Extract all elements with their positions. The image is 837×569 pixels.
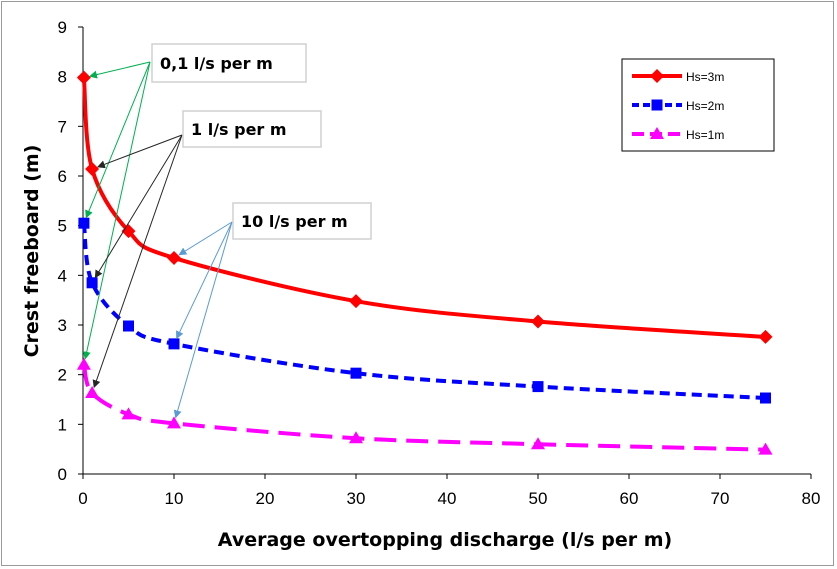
- data-point-Hs=2m: [168, 338, 180, 350]
- x-axis-title: Average overtopping discharge (l/s per m…: [218, 529, 672, 551]
- data-point-Hs=3m: [758, 329, 773, 344]
- annotation-label: 10 l/s per m: [241, 212, 348, 231]
- y-tick-label: 6: [58, 167, 67, 186]
- annotation-arrow: [176, 221, 233, 340]
- y-tick-label: 2: [58, 366, 67, 385]
- legend: Hs=3m Hs=2m Hs=1m: [621, 58, 775, 152]
- data-point-Hs=3m: [76, 70, 91, 85]
- series-line-Hs=2m: [81, 222, 766, 401]
- y-tick-labels: 0 1 2 3 4 5 6 7 8 9: [58, 18, 67, 484]
- annotation-arrow: [96, 134, 183, 169]
- legend-marker-Hs=1m: [650, 127, 664, 139]
- annotation-label: 0,1 l/s per m: [160, 54, 273, 73]
- x-tick-label: 20: [256, 489, 275, 508]
- annotation-arrow: [85, 61, 151, 219]
- legend-label-Hs=2m: Hs=2m: [686, 99, 724, 113]
- legend-label-Hs=3m: Hs=3m: [686, 70, 724, 84]
- y-tick-label: 8: [58, 68, 67, 87]
- data-point-Hs=1m: [76, 357, 91, 370]
- annotation-arrow: [173, 221, 233, 419]
- annotation-arrow: [88, 61, 151, 79]
- data-point-Hs=3m: [531, 314, 545, 329]
- x-tick-label: 40: [438, 489, 457, 508]
- y-tick-label: 4: [58, 266, 67, 285]
- data-point-Hs=1m: [531, 437, 545, 450]
- data-point-Hs=1m: [85, 386, 100, 399]
- data-point-Hs=1m: [349, 431, 363, 444]
- data-point-Hs=3m: [167, 250, 181, 265]
- legend-label-Hs=1m: Hs=1m: [686, 128, 724, 142]
- y-tick-label: 7: [58, 117, 67, 136]
- y-tick-label: 5: [58, 217, 67, 236]
- annotation-box: [232, 202, 372, 240]
- y-tick-label: 3: [58, 316, 67, 335]
- y-tick-label: 9: [58, 18, 67, 37]
- annotation-arrow: [178, 221, 233, 256]
- annotation-boxes: 0,1 l/s per m 1 l/s per m 10 l/s per m: [151, 43, 372, 240]
- data-point-Hs=2m: [123, 320, 134, 332]
- data-point-Hs=2m: [78, 217, 90, 229]
- y-tick-label: 1: [58, 415, 67, 434]
- y-tick-label: 0: [58, 465, 67, 484]
- annotation-arrow: [82, 61, 151, 360]
- series-group: [76, 70, 773, 455]
- data-point-Hs=2m: [86, 277, 98, 289]
- x-tick-label: 70: [711, 489, 730, 508]
- annotation-arrow: [92, 134, 183, 389]
- x-tick-label: 80: [802, 489, 821, 508]
- x-tick-label: 60: [620, 489, 639, 508]
- annotation-box: [182, 110, 322, 148]
- x-tick-labels: 0 10 20 30 40 50 60 70 80: [78, 489, 820, 508]
- legend-marker-Hs=3m: [650, 69, 664, 83]
- annotation-arrow: [94, 134, 183, 279]
- x-tick-label: 0: [78, 489, 87, 508]
- annotation-box: [151, 43, 307, 83]
- x-tick-label: 30: [347, 489, 366, 508]
- data-point-Hs=2m: [532, 381, 544, 393]
- annotation-label: 1 l/s per m: [191, 120, 287, 139]
- x-tick-label: 10: [165, 489, 184, 508]
- data-point-Hs=3m: [349, 294, 363, 309]
- data-point-Hs=1m: [758, 442, 773, 455]
- x-tick-label: 50: [529, 489, 548, 508]
- data-point-Hs=3m: [121, 224, 136, 239]
- legend-marker-Hs=2m: [651, 99, 663, 111]
- data-point-Hs=1m: [167, 416, 181, 429]
- data-point-Hs=2m: [350, 367, 362, 379]
- data-point-Hs=3m: [85, 162, 100, 177]
- y-axis-title: Crest freeboard (m): [21, 145, 43, 358]
- series-line-Hs=1m: [81, 364, 766, 452]
- data-point-Hs=1m: [121, 407, 136, 420]
- annotation-arrows: [82, 61, 233, 419]
- series-line-Hs=3m: [81, 77, 766, 339]
- data-point-Hs=2m: [760, 392, 771, 404]
